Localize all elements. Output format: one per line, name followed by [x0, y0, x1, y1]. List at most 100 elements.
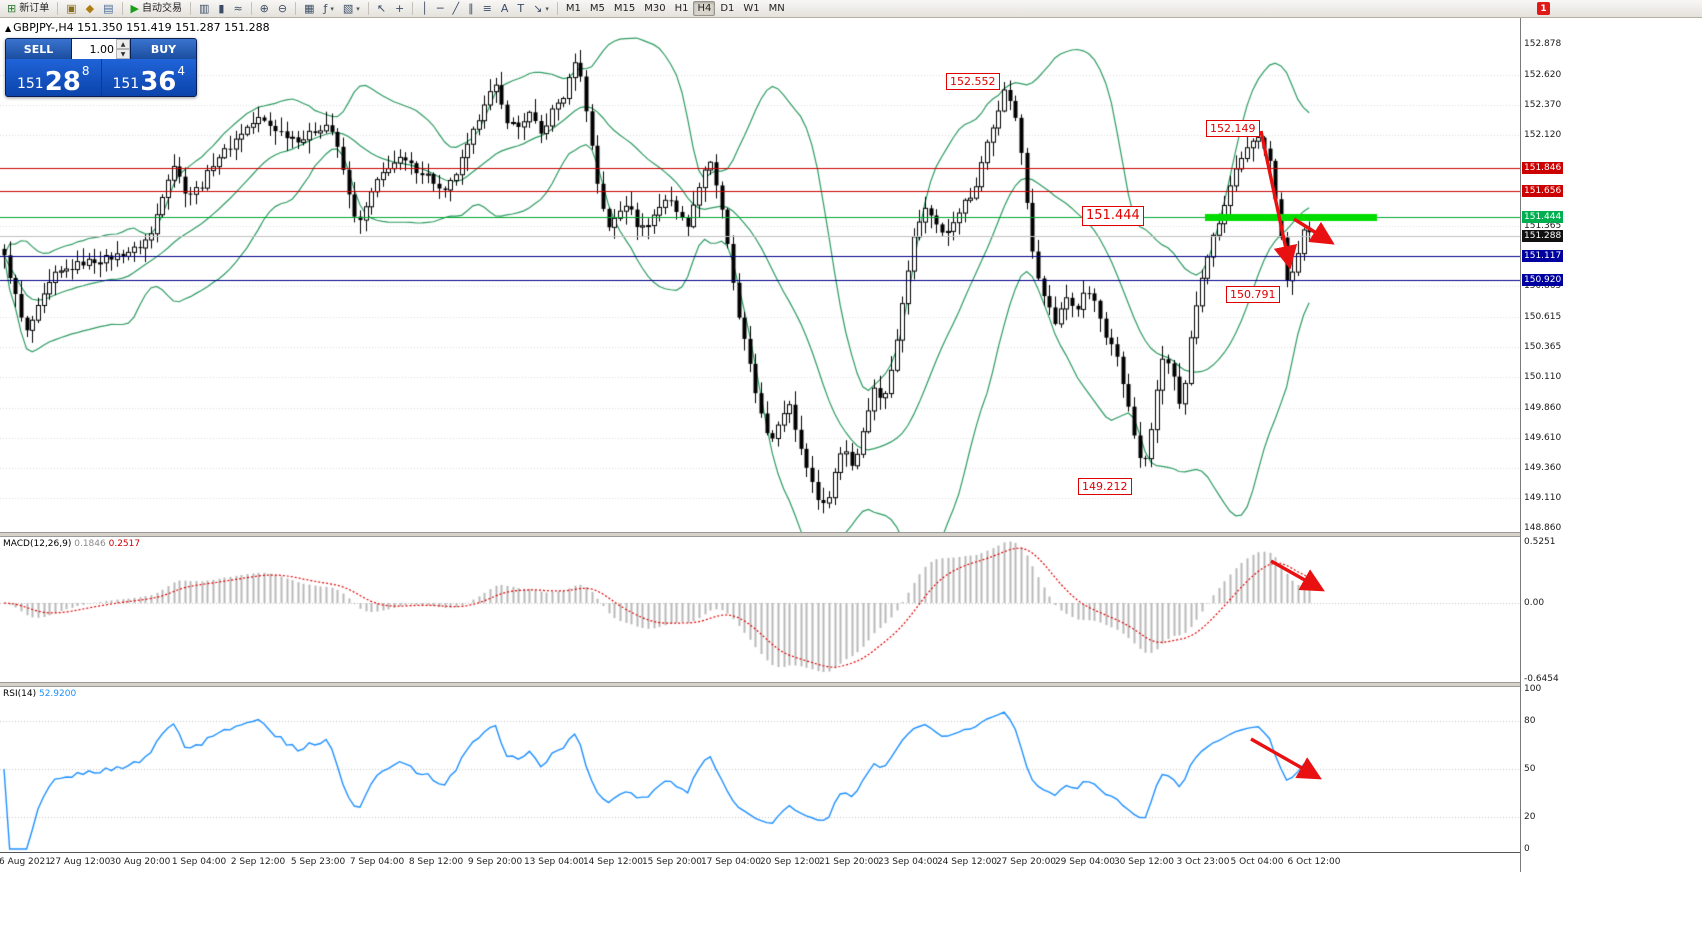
panel-splitter-rsi[interactable] [0, 682, 1570, 687]
new-order-icon: ⊞ [7, 2, 17, 15]
new-order-button[interactable]: ⊞ 新订单 [3, 1, 53, 16]
cursor-icon: ↖ [376, 2, 387, 15]
tf-m5-button[interactable]: M5 [586, 1, 609, 16]
price-axis-label-150.920: 150.920 [1522, 273, 1564, 286]
dropdown-caret-icon: ▾ [330, 4, 334, 13]
text-button[interactable]: A [497, 1, 513, 16]
tf-h4-button[interactable]: H4 [693, 1, 716, 16]
one-click-trading-panel: SELL ▲ ▼ BUY 151 28 8 151 36 4 [5, 38, 197, 97]
price-axis-label-151.288: 151.288 [1522, 229, 1564, 242]
notification-badge[interactable]: 1 [1537, 2, 1550, 15]
candlestick-chart-button[interactable]: ▮ [214, 1, 228, 16]
bar-chart-button[interactable]: ▥ [195, 1, 213, 16]
toolbar-separator [189, 2, 191, 15]
horizontal-line-button[interactable]: ─ [433, 1, 448, 16]
time-axis-label: 5 Sep 23:00 [290, 857, 346, 867]
price-axis-label-151.117: 151.117 [1522, 250, 1564, 263]
indicators-button[interactable]: ƒ ▾ [320, 1, 338, 16]
tf-h1-button[interactable]: H1 [671, 1, 693, 16]
time-axis-label: 9 Sep 20:00 [467, 857, 523, 867]
time-axis-label: 30 Aug 20:00 [109, 857, 171, 867]
rsi-title: RSI(14) [3, 689, 37, 699]
price-axis-label-150.365: 150.365 [1524, 341, 1562, 352]
zoom-out-icon: ⊖ [277, 2, 288, 15]
tf-d1-button[interactable]: D1 [716, 1, 738, 16]
volume-increase-button[interactable]: ▲ [116, 39, 130, 49]
tf-w1-button[interactable]: W1 [739, 1, 763, 16]
indicators-icon: ƒ [323, 2, 328, 15]
text-icon: A [500, 2, 509, 15]
time-axis-label: 1 Sep 04:00 [171, 857, 227, 867]
crosshair-icon: + [395, 2, 405, 15]
time-axis-label: 7 Sep 04:00 [349, 857, 405, 867]
tf-m15-button[interactable]: M15 [610, 1, 639, 16]
terminal-icon: ▤ [103, 2, 114, 15]
candlestick-chart-icon: ▮ [218, 2, 225, 15]
collapse-panel-icon[interactable]: ▲ [5, 24, 12, 33]
macd-indicator-canvas[interactable] [0, 537, 1520, 682]
tf-m5-label: M5 [589, 2, 605, 14]
templates-icon: ▧ [342, 2, 354, 15]
sell-price-pips: 28 [44, 66, 81, 97]
zoom-out-button[interactable]: ⊖ [274, 1, 291, 16]
time-axis-label: 2 Sep 12:00 [230, 857, 286, 867]
crosshair-button[interactable]: + [391, 1, 408, 16]
time-axis-label: 23 Sep 04:00 [877, 857, 939, 867]
price-callout-150.791[interactable]: 150.791 [1226, 286, 1280, 303]
sell-button[interactable]: SELL [6, 39, 71, 59]
tile-windows-button[interactable]: ▦ [300, 1, 318, 16]
symbol-name: GBPJPY-,H4 [13, 21, 74, 34]
sell-price-base: 151 [16, 76, 44, 92]
line-chart-button[interactable]: ≈ [229, 1, 246, 16]
templates-button[interactable]: ▧ ▾ [339, 1, 364, 16]
time-axis-label: 24 Sep 12:00 [936, 857, 998, 867]
buy-price[interactable]: 151 36 4 [101, 59, 196, 96]
chat-button[interactable]: ◆ [82, 1, 98, 16]
tf-m30-button[interactable]: M30 [640, 1, 669, 16]
toolbar-separator [367, 2, 369, 15]
price-axis-label-150.615: 150.615 [1524, 311, 1562, 322]
price-chart-canvas[interactable] [0, 18, 1520, 532]
price-callout-152.552[interactable]: 152.552 [946, 73, 1000, 90]
price-axis-label-151.846: 151.846 [1522, 162, 1564, 175]
volume-stepper: ▲ ▼ [71, 39, 131, 59]
sell-price[interactable]: 151 28 8 [6, 59, 101, 96]
toolbar: ⊞ 新订单 ▣ ◆ ▤ ▶ 自动交易 ▥ ▮ ≈ ⊕ ⊖ ▦ ƒ ▾ ▧ ▾ ↖ + │ ─ ╱ ∥ ≡ A T ↘ ▾ M1 M5 M15… [0, 0, 1702, 18]
equidistant-channel-button[interactable]: ∥ [464, 1, 478, 16]
horizontal-line-icon: ─ [436, 2, 444, 15]
terminal-button[interactable]: ▤ [99, 1, 117, 16]
zoom-in-button[interactable]: ⊕ [256, 1, 273, 16]
equidistant-channel-icon: ∥ [468, 2, 474, 15]
buy-price-base: 151 [112, 76, 140, 92]
rsi-label: RSI(14) 52.9200 [3, 689, 76, 699]
price-callout-151.444[interactable]: 151.444 [1082, 206, 1144, 226]
text-label-icon: T [517, 2, 525, 15]
sell-price-fraction: 8 [81, 64, 90, 78]
buy-button[interactable]: BUY [131, 39, 196, 59]
tile-windows-icon: ▦ [304, 2, 315, 15]
volume-input[interactable] [72, 39, 116, 59]
fibonacci-button[interactable]: ≡ [479, 1, 496, 16]
market-watch-button[interactable]: ▣ [62, 1, 80, 16]
rsi-indicator-canvas[interactable] [0, 687, 1520, 852]
price-axis-label-148.860: 148.860 [1524, 523, 1562, 533]
tf-mn-button[interactable]: MN [765, 1, 789, 16]
arrow-objects-button[interactable]: ↘ ▾ [529, 1, 553, 16]
cursor-button[interactable]: ↖ [373, 1, 390, 16]
fibonacci-icon: ≡ [482, 2, 492, 15]
trendline-button[interactable]: ╱ [449, 1, 464, 16]
volume-decrease-button[interactable]: ▼ [116, 49, 130, 59]
auto-trading-button[interactable]: ▶ 自动交易 [127, 1, 186, 16]
vertical-line-button[interactable]: │ [417, 1, 432, 16]
price-callout-152.149[interactable]: 152.149 [1206, 120, 1260, 137]
text-label-button[interactable]: T [513, 1, 528, 16]
tf-m1-button[interactable]: M1 [562, 1, 585, 16]
tf-m15-label: M15 [613, 2, 636, 14]
panel-splitter-macd[interactable] [0, 532, 1570, 537]
symbol-ohlc: 151.350 151.419 151.287 151.288 [77, 21, 270, 34]
chat-icon: ◆ [85, 2, 95, 15]
tf-mn-label: MN [768, 2, 785, 14]
price-callout-149.212[interactable]: 149.212 [1078, 478, 1132, 495]
price-axis-label-152.120: 152.120 [1524, 130, 1562, 141]
time-axis-label: 5 Oct 04:00 [1230, 857, 1284, 867]
